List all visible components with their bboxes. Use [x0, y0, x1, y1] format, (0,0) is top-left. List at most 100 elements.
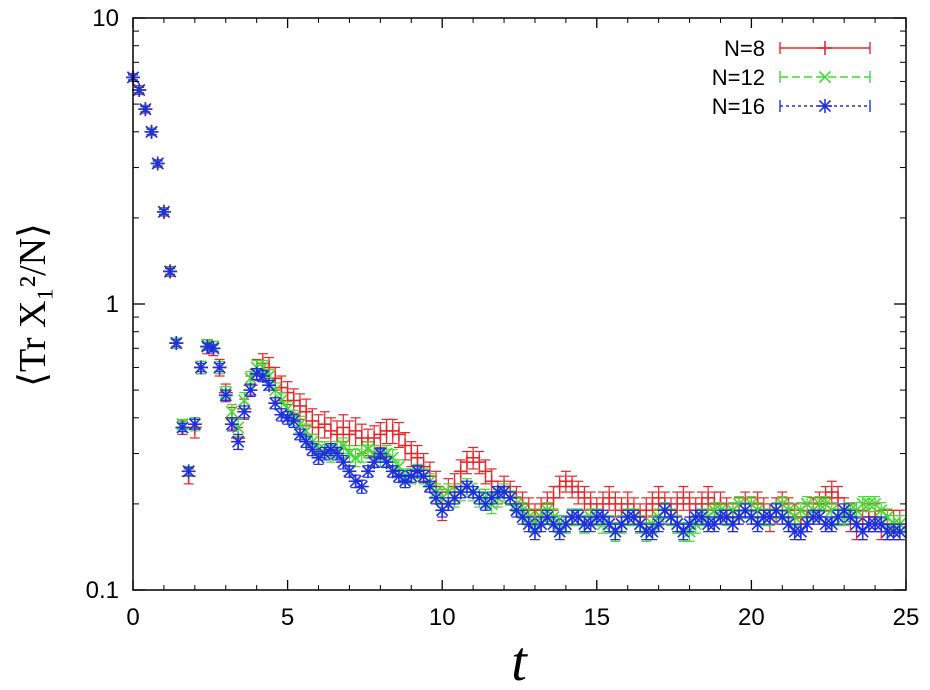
x-tick-label: 0 — [126, 604, 139, 631]
data-point — [212, 360, 227, 375]
data-point — [824, 485, 839, 500]
axis-ticks: 0 5 10 15 20 25 0.1 1 10 — [86, 5, 920, 631]
legend-item: N=16 — [712, 94, 871, 119]
data-point — [595, 496, 610, 511]
data-point — [354, 430, 369, 445]
data-point — [571, 485, 586, 500]
y-tick-label: 0.1 — [86, 577, 119, 604]
data-point — [410, 450, 425, 465]
data-point — [391, 427, 406, 442]
data-point — [416, 469, 431, 484]
data-point — [224, 417, 239, 432]
plot-markers — [126, 70, 907, 542]
data-point — [398, 438, 413, 453]
data-point — [608, 496, 623, 511]
data-point — [187, 417, 202, 432]
data-point — [503, 490, 518, 505]
x-tick-label: 25 — [893, 604, 920, 631]
data-point — [268, 396, 283, 411]
data-point — [286, 413, 301, 428]
y-tick-label: 10 — [92, 5, 119, 32]
data-point — [527, 524, 542, 539]
data-point — [275, 394, 288, 407]
data-point — [856, 497, 869, 511]
data-point — [144, 124, 159, 139]
data-point — [292, 398, 307, 413]
data-point — [330, 446, 345, 461]
data-point — [305, 442, 320, 457]
data-point — [150, 156, 165, 171]
data-point — [348, 423, 363, 438]
data-point — [299, 434, 314, 449]
data-point — [342, 427, 357, 442]
data-point — [367, 430, 382, 445]
data-point — [337, 439, 350, 452]
data-point — [577, 490, 592, 505]
data-point — [330, 427, 345, 442]
legend-item: N=12 — [712, 65, 871, 90]
data-point — [225, 405, 239, 418]
legend-marker — [818, 99, 832, 113]
data-point — [255, 369, 270, 384]
data-point — [360, 464, 375, 479]
data-point — [323, 442, 338, 457]
data-point — [639, 503, 654, 518]
x-tick-label: 10 — [429, 604, 456, 631]
data-point — [862, 497, 876, 511]
data-point — [645, 496, 660, 511]
data-point — [379, 455, 394, 470]
legend: N=8 N=12 N=16 — [712, 36, 871, 119]
data-point — [336, 420, 351, 435]
data-point — [874, 517, 889, 532]
data-point — [478, 464, 493, 479]
data-point — [701, 490, 716, 505]
data-point — [169, 336, 184, 351]
data-point — [682, 517, 697, 532]
data-point — [206, 341, 221, 356]
y-tick-label: 1 — [106, 291, 119, 318]
data-point — [602, 490, 617, 505]
series-n-12 — [126, 71, 906, 542]
data-point — [373, 427, 388, 442]
data-point — [138, 102, 153, 117]
data-point — [385, 423, 400, 438]
data-point — [231, 434, 246, 449]
data-point — [156, 204, 171, 219]
data-point — [218, 388, 233, 403]
data-point — [305, 413, 320, 428]
data-point — [429, 490, 444, 505]
data-point — [181, 464, 196, 479]
data-point — [243, 383, 258, 398]
data-point — [546, 517, 561, 532]
data-point — [311, 420, 326, 435]
data-point — [422, 479, 437, 494]
data-point — [354, 479, 369, 494]
data-point — [651, 517, 666, 532]
data-point — [367, 455, 382, 470]
legend-marker — [818, 41, 832, 55]
data-point — [262, 378, 277, 393]
legend-label: N=16 — [712, 94, 765, 119]
data-point — [237, 404, 252, 419]
data-point — [194, 360, 209, 375]
data-point — [682, 496, 697, 511]
data-point — [676, 490, 691, 505]
data-point — [299, 404, 314, 419]
data-point — [317, 417, 332, 432]
data-point — [472, 455, 487, 470]
data-point — [323, 423, 338, 438]
data-point — [453, 464, 468, 479]
legend-label: N=12 — [712, 65, 765, 90]
data-point — [565, 479, 580, 494]
legend-marker — [818, 70, 832, 84]
x-tick-label: 5 — [281, 604, 294, 631]
x-tick-label: 15 — [583, 604, 610, 631]
data-point — [342, 464, 357, 479]
data-point — [793, 524, 808, 539]
data-point — [163, 264, 178, 279]
data-point — [633, 517, 648, 532]
series-n-8 — [126, 70, 907, 541]
data-point — [651, 490, 666, 505]
data-point — [349, 451, 362, 464]
